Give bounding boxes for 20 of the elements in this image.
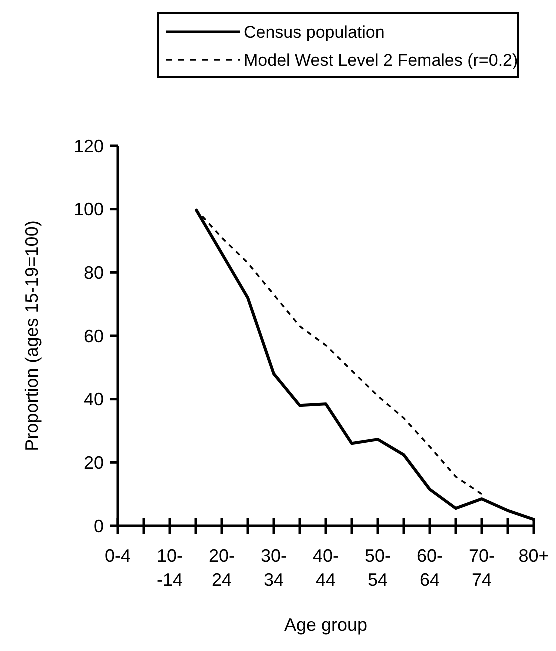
x-tick-label: 10- -14 (156, 546, 184, 590)
y-tick-label: 120 (74, 136, 104, 156)
x-tick-label: 50- 54 (364, 546, 392, 590)
x-tick-label: 70- 74 (468, 546, 496, 590)
x-tick-label: 0-4 (104, 546, 132, 566)
x-tick-label: 60- 64 (416, 546, 444, 590)
x-tick-label: 80+ (518, 546, 550, 566)
y-tick-label: 100 (74, 200, 104, 220)
y-tick-label: 80 (84, 262, 104, 283)
x-tick-label: 40- 44 (312, 546, 340, 590)
x-axis-title: Age group (284, 615, 368, 635)
y-tick-label: 20 (84, 452, 104, 473)
y-tick-label: 40 (84, 390, 104, 410)
x-tick-label: 20- 24 (208, 546, 236, 590)
y-axis-title: Proportion (ages 15-19=100) (22, 220, 42, 452)
y-tick-label: 0 (94, 516, 104, 536)
x-tick-label: 30- 34 (260, 546, 288, 590)
y-tick-label: 60 (84, 326, 104, 346)
legend-label: Model West Level 2 Females (r=0.2) (244, 50, 518, 70)
legend-label: Census population (244, 22, 385, 42)
